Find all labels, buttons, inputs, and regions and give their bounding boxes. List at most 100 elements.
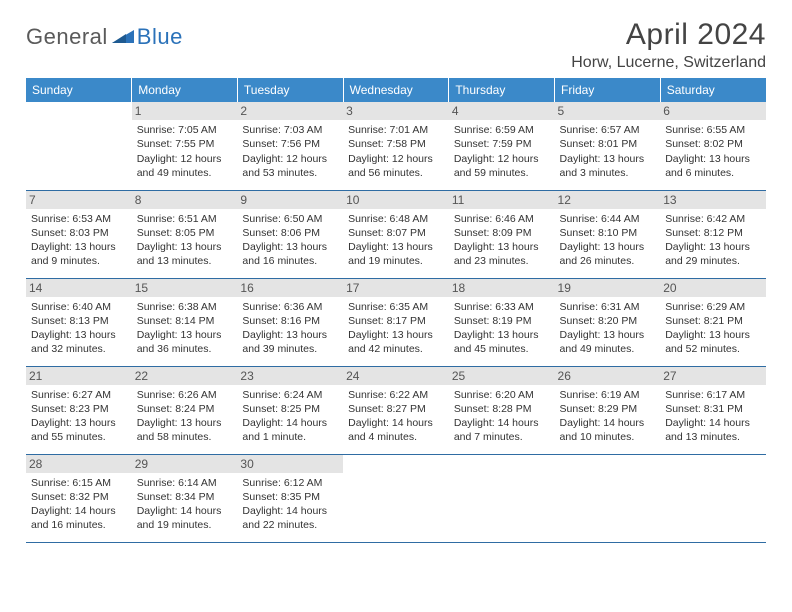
day-info: Sunrise: 6:24 AMSunset: 8:25 PMDaylight:… — [242, 388, 338, 445]
day-info-line: Daylight: 12 hours — [242, 152, 338, 166]
day-info-line: and 36 minutes. — [137, 342, 233, 356]
day-number: 22 — [132, 367, 238, 385]
day-info-line: Daylight: 13 hours — [560, 152, 656, 166]
day-info-line: Daylight: 13 hours — [665, 152, 761, 166]
day-info-line: Sunset: 8:29 PM — [560, 402, 656, 416]
day-info-line: and 19 minutes. — [348, 254, 444, 268]
day-info: Sunrise: 6:20 AMSunset: 8:28 PMDaylight:… — [454, 388, 550, 445]
calendar-day-cell: 23 Sunrise: 6:24 AMSunset: 8:25 PMDayligh… — [237, 366, 343, 454]
calendar-day-cell: 6Sunrise: 6:55 AMSunset: 8:02 PMDaylight… — [660, 102, 766, 190]
day-info-line: Sunset: 8:17 PM — [348, 314, 444, 328]
calendar-day-cell: 16 Sunrise: 6:36 AMSunset: 8:16 PMDayligh… — [237, 278, 343, 366]
day-info-line: Daylight: 14 hours — [348, 416, 444, 430]
day-info-line: and 9 minutes. — [31, 254, 127, 268]
day-info-line: Sunset: 7:59 PM — [454, 137, 550, 151]
day-info-line: Sunrise: 6:29 AM — [665, 300, 761, 314]
day-info-line: Sunrise: 6:22 AM — [348, 388, 444, 402]
calendar-day-cell: 8Sunrise: 6:51 AMSunset: 8:05 PMDaylight… — [132, 190, 238, 278]
day-info-line: and 39 minutes. — [242, 342, 338, 356]
calendar-day-cell: 26Sunrise: 6:19 AMSunset: 8:29 PMDayligh… — [555, 366, 661, 454]
day-info-line: and 42 minutes. — [348, 342, 444, 356]
day-number: 8 — [132, 191, 238, 209]
day-number: 27 — [660, 367, 766, 385]
day-info-line: Daylight: 14 hours — [31, 504, 127, 518]
day-info-line: Daylight: 12 hours — [454, 152, 550, 166]
weekday-header: Monday — [132, 78, 238, 102]
day-info-line: Sunrise: 6:51 AM — [137, 212, 233, 226]
weekday-header: Wednesday — [343, 78, 449, 102]
day-number: 26 — [555, 367, 661, 385]
calendar-day-cell: 13Sunrise: 6:42 AMSunset: 8:12 PMDayligh… — [660, 190, 766, 278]
day-info-line: Sunset: 8:34 PM — [137, 490, 233, 504]
day-info-line: and 16 minutes. — [242, 254, 338, 268]
day-number: 5 — [555, 102, 661, 120]
day-info-line: Sunset: 8:23 PM — [31, 402, 127, 416]
day-info-line: Sunset: 8:09 PM — [454, 226, 550, 240]
day-number: 16 — [237, 279, 343, 297]
day-info-line: Sunset: 8:32 PM — [31, 490, 127, 504]
day-info-line: Sunset: 8:20 PM — [560, 314, 656, 328]
day-info-line: Sunset: 7:56 PM — [242, 137, 338, 151]
day-info-line: Daylight: 13 hours — [560, 328, 656, 342]
day-info-line: Sunrise: 6:42 AM — [665, 212, 761, 226]
day-info: Sunrise: 6:33 AMSunset: 8:19 PMDaylight:… — [454, 300, 550, 357]
day-info-line: Sunrise: 6:17 AM — [665, 388, 761, 402]
day-info-line: Sunrise: 6:59 AM — [454, 123, 550, 137]
day-info: Sunrise: 6:36 AMSunset: 8:16 PMDaylight:… — [242, 300, 338, 357]
day-number: 25 — [449, 367, 555, 385]
day-info: Sunrise: 6:40 AMSunset: 8:13 PMDaylight:… — [31, 300, 127, 357]
day-info-line: Sunrise: 6:33 AM — [454, 300, 550, 314]
day-info: Sunrise: 6:57 AMSunset: 8:01 PMDaylight:… — [560, 123, 656, 180]
calendar-day-cell — [660, 454, 766, 542]
day-info-line: Sunrise: 6:24 AM — [242, 388, 338, 402]
day-info-line: Sunrise: 6:19 AM — [560, 388, 656, 402]
calendar-day-cell: 12Sunrise: 6:44 AMSunset: 8:10 PMDayligh… — [555, 190, 661, 278]
calendar-week-row: 7Sunrise: 6:53 AMSunset: 8:03 PMDaylight… — [26, 190, 766, 278]
day-info-line: Daylight: 14 hours — [454, 416, 550, 430]
day-info-line: and 10 minutes. — [560, 430, 656, 444]
location-text: Horw, Lucerne, Switzerland — [571, 54, 766, 72]
calendar-day-cell: 4Sunrise: 6:59 AMSunset: 7:59 PMDaylight… — [449, 102, 555, 190]
day-info-line: Daylight: 13 hours — [348, 328, 444, 342]
day-info-line: Sunrise: 7:05 AM — [137, 123, 233, 137]
calendar-day-cell: 27Sunrise: 6:17 AMSunset: 8:31 PMDayligh… — [660, 366, 766, 454]
day-info-line: and 4 minutes. — [348, 430, 444, 444]
day-info-line: Daylight: 13 hours — [31, 328, 127, 342]
calendar-day-cell: 15Sunrise: 6:38 AMSunset: 8:14 PMDayligh… — [132, 278, 238, 366]
day-info-line: Daylight: 13 hours — [242, 240, 338, 254]
day-info-line: and 13 minutes. — [137, 254, 233, 268]
calendar-day-cell: 17Sunrise: 6:35 AMSunset: 8:17 PMDayligh… — [343, 278, 449, 366]
day-info-line: Daylight: 13 hours — [454, 240, 550, 254]
calendar-day-cell: 7Sunrise: 6:53 AMSunset: 8:03 PMDaylight… — [26, 190, 132, 278]
day-info: Sunrise: 6:14 AMSunset: 8:34 PMDaylight:… — [137, 476, 233, 533]
month-title: April 2024 — [571, 18, 766, 52]
day-number: 14 — [26, 279, 132, 297]
day-info-line: Sunset: 7:55 PM — [137, 137, 233, 151]
day-info-line: Sunset: 8:24 PM — [137, 402, 233, 416]
day-number: 15 — [132, 279, 238, 297]
day-info-line: Sunrise: 6:57 AM — [560, 123, 656, 137]
day-info-line: and 58 minutes. — [137, 430, 233, 444]
day-number: 29 — [132, 455, 238, 473]
day-info-line: Sunset: 8:07 PM — [348, 226, 444, 240]
day-number: 18 — [449, 279, 555, 297]
calendar-day-cell — [343, 454, 449, 542]
day-info-line: and 59 minutes. — [454, 166, 550, 180]
day-info-line: Daylight: 12 hours — [137, 152, 233, 166]
day-info-line: Sunrise: 6:46 AM — [454, 212, 550, 226]
weekday-header: Thursday — [449, 78, 555, 102]
calendar-day-cell: 1Sunrise: 7:05 AMSunset: 7:55 PMDaylight… — [132, 102, 238, 190]
day-info-line: Daylight: 14 hours — [242, 416, 338, 430]
day-info-line: and 45 minutes. — [454, 342, 550, 356]
day-number: 30 — [237, 455, 343, 473]
day-info-line: Sunrise: 6:15 AM — [31, 476, 127, 490]
day-info-line: Daylight: 13 hours — [454, 328, 550, 342]
calendar-day-cell — [26, 102, 132, 190]
day-info-line: Daylight: 14 hours — [242, 504, 338, 518]
day-number: 23 — [237, 367, 343, 385]
day-info: Sunrise: 6:53 AMSunset: 8:03 PMDaylight:… — [31, 212, 127, 269]
day-number: 13 — [660, 191, 766, 209]
logo: General Blue — [26, 18, 183, 50]
page: General Blue April 2024 Horw, Lucerne, S… — [0, 0, 792, 553]
day-info: Sunrise: 6:26 AMSunset: 8:24 PMDaylight:… — [137, 388, 233, 445]
